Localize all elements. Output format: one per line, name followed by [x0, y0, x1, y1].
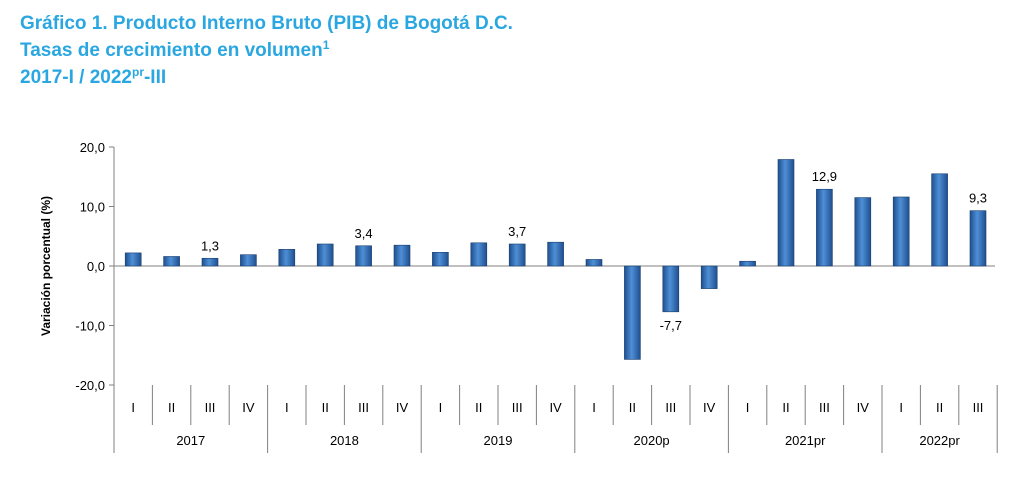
bar: [124, 252, 142, 267]
chart-title-block: Gráfico 1. Producto Interno Bruto (PIB) …: [20, 10, 513, 91]
quarter-label: IV: [549, 400, 562, 415]
data-label: 3,4: [355, 226, 373, 241]
data-label: 9,3: [969, 191, 987, 206]
quarter-label: I: [746, 400, 750, 415]
y-tick-label: 20,0: [80, 140, 105, 155]
year-label: 2017: [176, 433, 205, 448]
bar: [777, 159, 795, 267]
quarter-label: I: [592, 400, 596, 415]
data-label: 1,3: [201, 238, 219, 253]
quarter-label: III: [973, 400, 984, 415]
data-label: -7,7: [660, 318, 682, 333]
bar: [854, 197, 872, 267]
quarter-label: IV: [857, 400, 870, 415]
period-start: 2017-I / 2022: [20, 67, 132, 88]
quarter-label: I: [899, 400, 903, 415]
quarter-label: III: [665, 400, 676, 415]
title-line-1: Gráfico 1. Producto Interno Bruto (PIB) …: [20, 13, 513, 34]
bar: [201, 257, 219, 267]
quarter-label: II: [322, 400, 329, 415]
bar: [240, 254, 257, 267]
quarter-label: III: [512, 400, 523, 415]
quarter-label: IV: [396, 400, 409, 415]
bar: [624, 265, 641, 360]
bar: [393, 244, 411, 267]
bar: [432, 252, 449, 267]
y-tick-label: 10,0: [80, 200, 105, 215]
quarter-label: II: [475, 400, 482, 415]
quarter-label: II: [168, 400, 175, 415]
bar: [969, 210, 987, 267]
bar: [662, 265, 680, 313]
data-labels: 1,3 3,4 3,7 -7,7 12,9 9,3: [201, 169, 987, 333]
quarter-label: IV: [242, 400, 255, 415]
quarter-label: III: [819, 400, 830, 415]
quarter-label: II: [629, 400, 636, 415]
bar: [278, 249, 296, 267]
title-line-2: Tasas de crecimiento en volumen: [20, 40, 323, 61]
data-label: 3,7: [508, 224, 526, 239]
y-tick-label: 0,0: [87, 259, 105, 274]
bar: [739, 260, 756, 267]
quarter-label: III: [205, 400, 216, 415]
year-label: 2022pr: [919, 433, 960, 448]
year-label: 2020p: [634, 433, 670, 448]
bar: [931, 173, 948, 267]
x-axis: I II III IV I II III IV I II III IV I II III IV I II III IV…: [113, 385, 998, 453]
chart-title: Gráfico 1. Producto Interno Bruto (PIB) …: [20, 10, 513, 37]
year-label: 2018: [330, 433, 359, 448]
bar: [585, 259, 603, 267]
data-label: 12,9: [812, 169, 837, 184]
bar: [892, 196, 910, 267]
y-axis: 20,0 10,0 0,0 -10,0 -20,0: [75, 140, 995, 393]
quarter-label: I: [131, 400, 135, 415]
bar: [470, 242, 488, 267]
year-label: 2019: [484, 433, 513, 448]
quarter-label: II: [782, 400, 789, 415]
quarter-label: III: [358, 400, 369, 415]
bar: [355, 245, 372, 267]
quarter-label: II: [936, 400, 943, 415]
y-axis-title: Variación porcentual (%): [39, 196, 53, 336]
chart-period: 2017-I / 2022pr-III: [20, 64, 513, 91]
bar-series: [124, 159, 987, 360]
quarter-label: I: [439, 400, 443, 415]
quarter-label: IV: [703, 400, 716, 415]
bar: [508, 243, 526, 267]
y-tick-label: -20,0: [75, 378, 105, 393]
year-label: 2021pr: [785, 433, 826, 448]
quarter-label: I: [285, 400, 289, 415]
bar: [700, 265, 718, 289]
period-suffix: pr: [131, 65, 144, 79]
bar: [816, 188, 833, 267]
bar: [547, 241, 564, 267]
bar: [163, 256, 180, 267]
y-tick-label: -10,0: [75, 319, 105, 334]
chart-subtitle: Tasas de crecimiento en volumen1: [20, 37, 513, 64]
bar: [316, 243, 334, 267]
footnote-marker: 1: [322, 38, 330, 52]
period-end: -III: [143, 67, 167, 88]
